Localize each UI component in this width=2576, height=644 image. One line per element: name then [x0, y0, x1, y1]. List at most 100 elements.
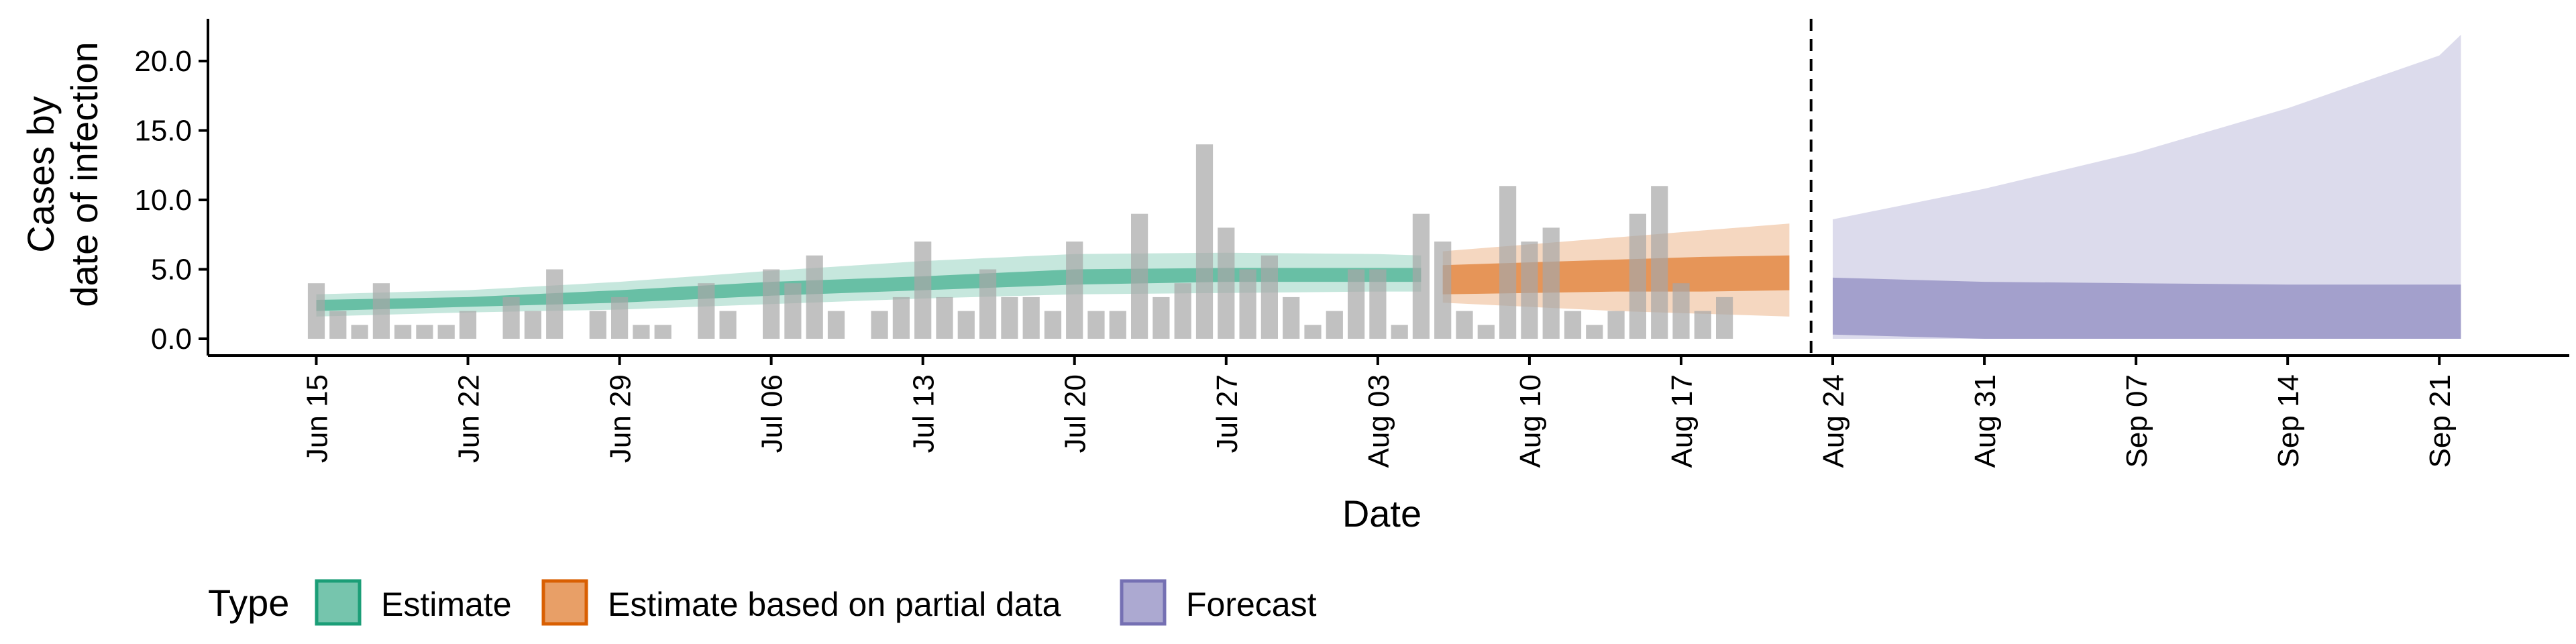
legend: Type Estimate Estimate based on partial d… [208, 579, 1317, 626]
x-axis-ticks: Jun 15 Jun 22 Jun 29 Jul 06 Jul 13 Jul 20 Jul … [301, 356, 2457, 468]
bar [459, 311, 477, 339]
bar [1087, 311, 1105, 339]
bar [1607, 311, 1625, 339]
x-tick-label: Jun 29 [604, 374, 637, 463]
x-axis-title: Date [1342, 492, 1421, 535]
bar [914, 241, 932, 339]
bar [546, 269, 564, 339]
bar [1152, 297, 1170, 339]
x-tick-label: Aug 10 [1514, 374, 1547, 468]
bar [1369, 269, 1387, 339]
y-tick-label: 15.0 [134, 115, 192, 148]
bar [698, 283, 715, 339]
x-tick-label: Aug 24 [1817, 374, 1850, 468]
bar [1564, 311, 1582, 339]
forecast-90-band [1833, 34, 2461, 339]
bar [1304, 325, 1322, 339]
bar [372, 283, 390, 339]
bar [1542, 227, 1560, 339]
bar [763, 269, 780, 339]
bar [1477, 325, 1495, 339]
x-tick-label: Sep 21 [2424, 374, 2457, 468]
bar [1044, 311, 1062, 339]
bar [1651, 186, 1668, 339]
y-tick-label: 20.0 [134, 45, 192, 78]
bar [1218, 227, 1235, 339]
bar [1586, 325, 1603, 339]
bar [351, 325, 368, 339]
bar [1131, 213, 1148, 339]
x-tick-label: Jul 06 [756, 374, 789, 453]
y-tick-label: 10.0 [134, 184, 192, 217]
legend-label: Estimate [381, 586, 512, 623]
reported-cases-bars [307, 144, 1733, 339]
bar [871, 311, 888, 339]
bar [936, 297, 953, 339]
bar [1499, 186, 1517, 339]
x-tick-label: Sep 07 [2121, 374, 2153, 468]
bar [1521, 241, 1538, 339]
bar [502, 297, 520, 339]
x-tick-label: Aug 03 [1362, 374, 1395, 468]
legend-title: Type [208, 582, 289, 624]
bar [1109, 311, 1126, 339]
bar [784, 283, 802, 339]
bar [524, 311, 541, 339]
bar [416, 325, 433, 339]
x-tick-label: Jul 13 [908, 374, 941, 453]
bar [633, 325, 650, 339]
bar [329, 311, 347, 339]
axes [207, 19, 2569, 357]
x-tick-label: Jul 27 [1211, 374, 1244, 453]
bar [1001, 297, 1018, 339]
bar [1022, 297, 1040, 339]
bar [957, 311, 975, 339]
uncertainty-bands [316, 34, 2461, 339]
x-tick-label: Jun 15 [301, 374, 334, 463]
bar [1239, 269, 1256, 339]
bar [1326, 311, 1343, 339]
bar [611, 297, 629, 339]
bar [589, 311, 606, 339]
x-tick-label: Jul 20 [1059, 374, 1092, 453]
legend-key [541, 579, 588, 626]
bar [1283, 297, 1300, 339]
bar [1195, 144, 1214, 339]
bar [1694, 311, 1711, 339]
legend-label: Estimate based on partial data [608, 586, 1061, 623]
bar [979, 269, 997, 339]
x-tick-label: Sep 14 [2272, 374, 2305, 468]
y-tick-label: 5.0 [151, 254, 192, 286]
y-axis-title-line1: Cases by [19, 96, 62, 252]
x-tick-label: Aug 31 [1969, 374, 2002, 468]
bar [1066, 241, 1083, 339]
forecast-50-band [1833, 277, 2461, 339]
bar [1348, 269, 1365, 339]
bar [1174, 283, 1191, 339]
bar [1629, 213, 1646, 339]
bar [1391, 325, 1408, 339]
bar [394, 325, 412, 339]
bar [827, 311, 845, 339]
y-tick-label: 0.0 [151, 323, 192, 356]
bar [892, 297, 910, 339]
y-axis-title-line2: date of infection [63, 42, 105, 307]
bar [806, 255, 823, 339]
bar [1412, 213, 1430, 339]
x-tick-label: Jun 22 [453, 374, 486, 463]
legend-key [1120, 579, 1167, 626]
legend-label: Forecast [1186, 586, 1317, 623]
legend-key [315, 579, 362, 626]
bar [719, 311, 737, 339]
bar [307, 283, 325, 339]
bar [1716, 297, 1733, 339]
bar [1672, 283, 1690, 339]
bar [1260, 255, 1278, 339]
bar [654, 325, 672, 339]
x-tick-label: Aug 17 [1666, 374, 1699, 468]
bar [1434, 241, 1452, 339]
bar [437, 325, 455, 339]
bar [1456, 311, 1473, 339]
y-axis-ticks: 0.0 5.0 10.0 15.0 20.0 [134, 45, 208, 356]
